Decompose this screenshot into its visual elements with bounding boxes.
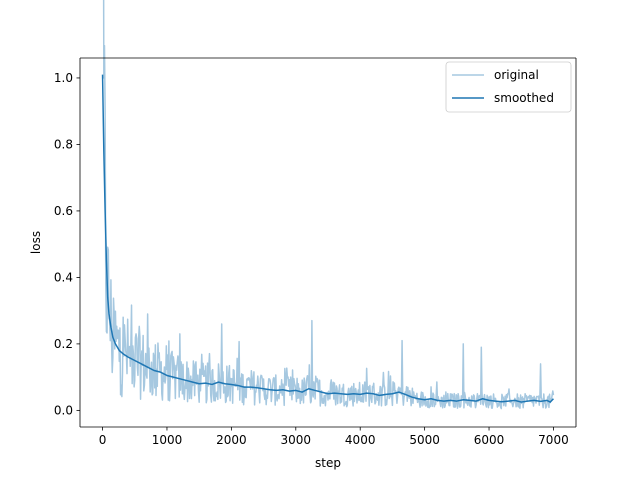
y-tick-label: 0.4	[54, 271, 73, 285]
y-tick-label: 1.0	[54, 71, 73, 85]
x-tick-label: 1000	[152, 433, 183, 447]
ticks-layer: 0 1000 2000 3000 4000 5000 6000 7000 0.0 0.2 0.4 0.…	[54, 71, 569, 447]
legend-label-smoothed: smoothed	[494, 91, 554, 105]
y-tick-label: 0.0	[54, 404, 73, 418]
x-axis-label: step	[315, 456, 341, 470]
plot-area	[80, 58, 576, 427]
y-tick-label: 0.2	[54, 337, 73, 351]
x-tick-label: 3000	[281, 433, 312, 447]
x-tick-label: 4000	[345, 433, 376, 447]
axes: 0 1000 2000 3000 4000 5000 6000 7000 0.0 0.2 0.4 0.…	[54, 0, 577, 447]
data-layer	[101, 0, 555, 410]
legend: original smoothed	[445, 61, 572, 113]
axes-frame	[79, 57, 577, 428]
series-smoothed-line	[101, 74, 554, 403]
y-tick-label: 0.6	[54, 204, 73, 218]
x-tick-label: 2000	[216, 433, 247, 447]
y-axis-label: loss	[29, 231, 43, 254]
x-tick-label: 6000	[474, 433, 505, 447]
x-tick-label: 5000	[409, 433, 440, 447]
x-tick-label: 7000	[538, 433, 569, 447]
x-tick-label: 0	[99, 433, 107, 447]
legend-label-original: original	[494, 68, 539, 82]
y-tick-label: 0.8	[54, 138, 73, 152]
